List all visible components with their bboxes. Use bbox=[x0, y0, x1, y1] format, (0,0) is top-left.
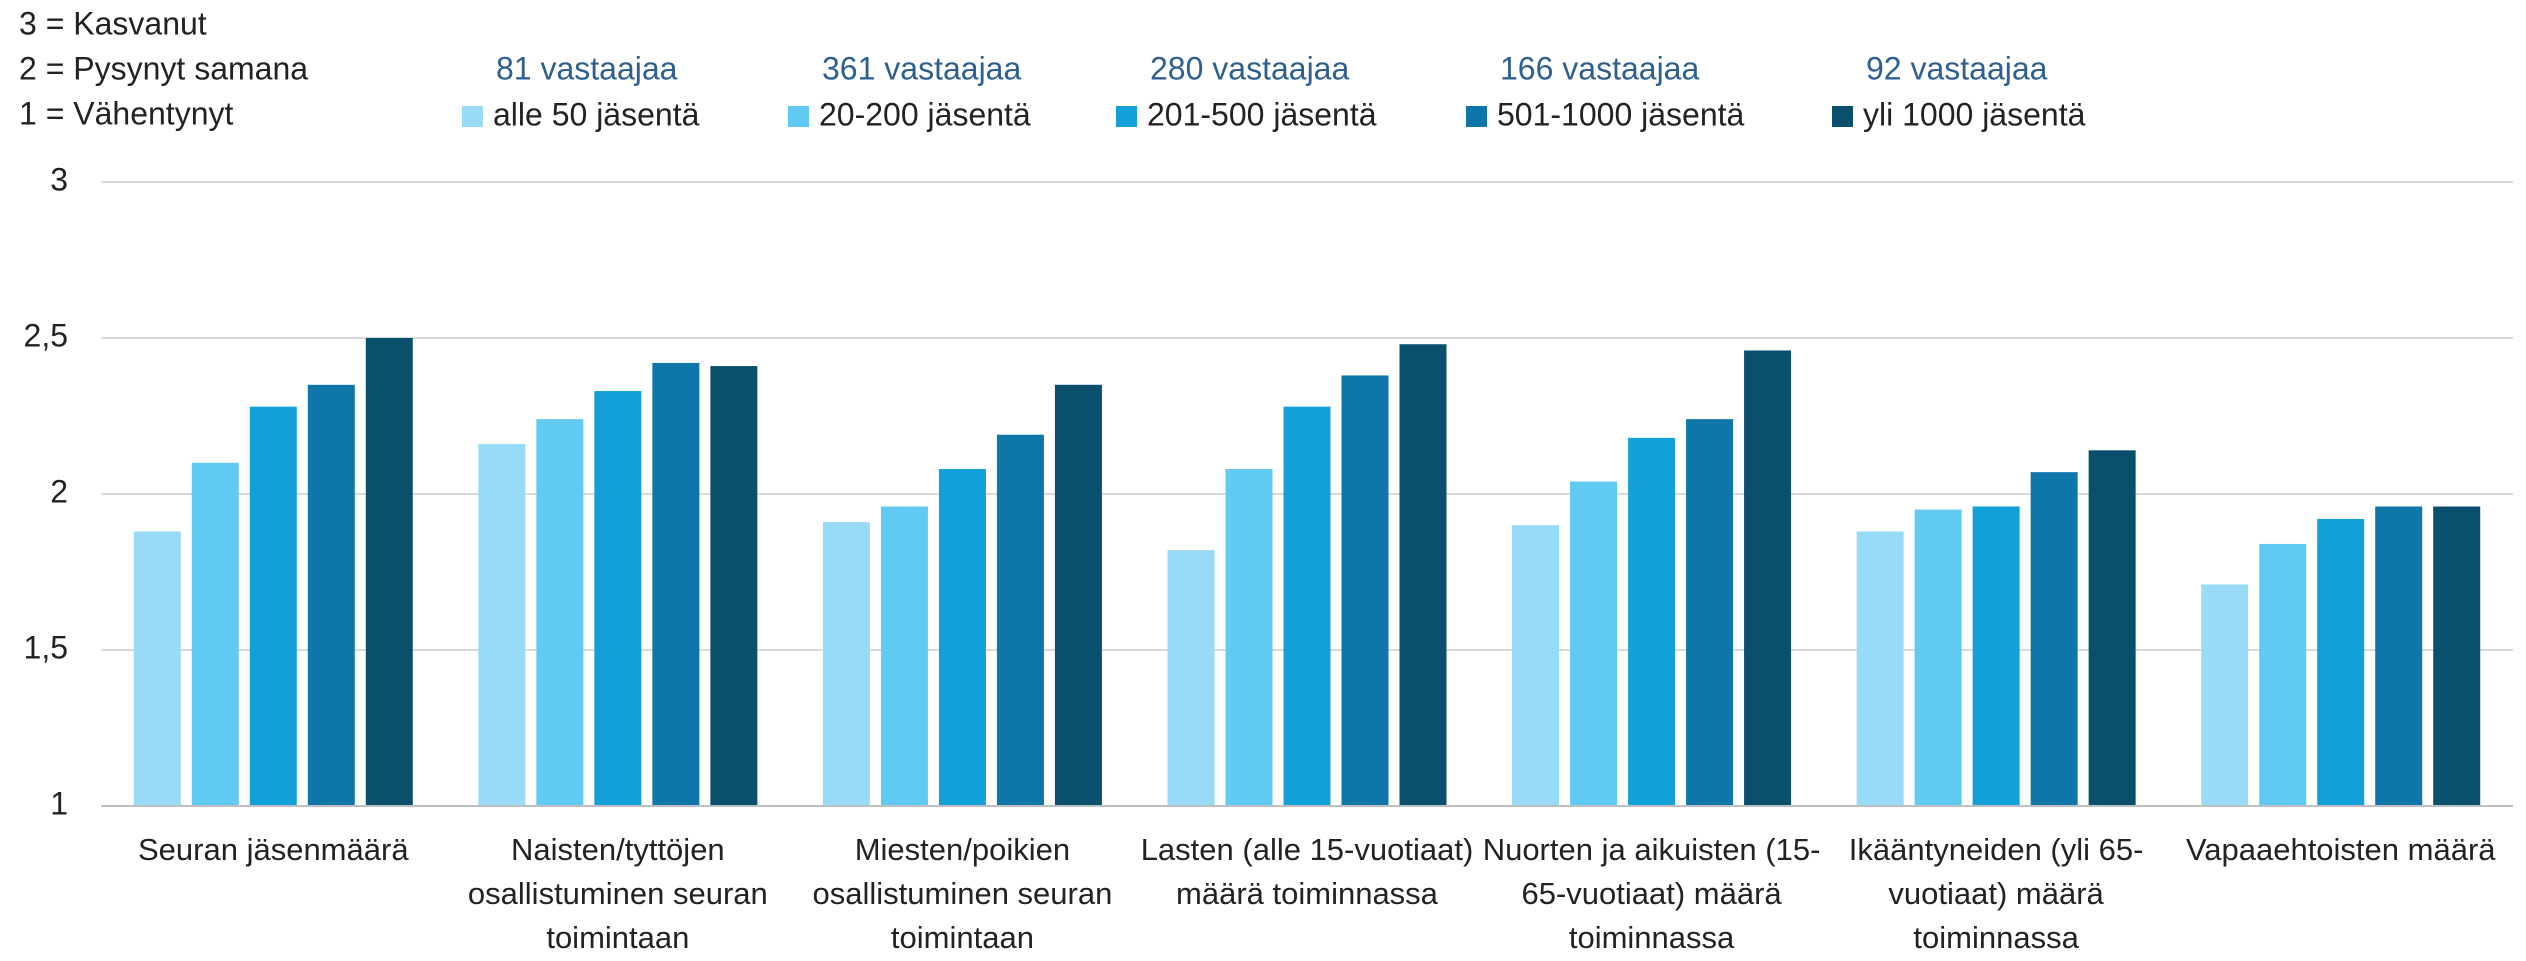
legend-label: alle 50 jäsentä bbox=[493, 96, 700, 132]
scale-note: 3 = Kasvanut bbox=[19, 5, 207, 41]
y-tick-label: 3 bbox=[50, 161, 68, 197]
scale-note: 2 = Pysynyt samana bbox=[19, 50, 308, 86]
respondent-count: 280 vastaajaa bbox=[1150, 50, 1349, 86]
bar bbox=[1167, 550, 1215, 806]
bar bbox=[133, 531, 181, 806]
bar bbox=[652, 362, 700, 806]
bar bbox=[1283, 406, 1331, 806]
legend-swatch bbox=[1116, 106, 1137, 127]
bar bbox=[191, 462, 239, 806]
bar bbox=[1512, 525, 1560, 806]
bar bbox=[1570, 481, 1618, 806]
bar bbox=[2433, 506, 2481, 806]
bar bbox=[1628, 437, 1676, 806]
bar bbox=[1225, 469, 1273, 806]
legend-label: yli 1000 jäsentä bbox=[1863, 96, 2086, 132]
respondent-count: 92 vastaajaa bbox=[1866, 50, 2048, 86]
bar bbox=[938, 469, 986, 806]
bar bbox=[996, 434, 1044, 806]
x-tick-label: Naisten/tyttöjen osallistuminen seuran t… bbox=[467, 832, 768, 955]
legend-swatch bbox=[1832, 106, 1853, 127]
bar bbox=[249, 406, 297, 806]
bar bbox=[2201, 584, 2249, 806]
x-tick-label: Nuorten ja aikuisten (15-65-vuotiaat) mä… bbox=[1482, 832, 1821, 955]
y-tick-label: 1 bbox=[50, 785, 68, 821]
x-tick-label: Lasten (alle 15-vuotiaat) määrä toiminna… bbox=[1140, 832, 1474, 911]
bar bbox=[1744, 350, 1792, 806]
bar bbox=[1054, 384, 1102, 806]
respondent-count: 81 vastaajaa bbox=[496, 50, 678, 86]
x-tick-label: Ikääntyneiden (yli 65-vuotiaat) määrä to… bbox=[1848, 832, 2144, 955]
bar bbox=[2030, 472, 2078, 806]
x-tick-label: Seuran jäsenmäärä bbox=[138, 832, 409, 867]
bar bbox=[2088, 450, 2136, 806]
bar bbox=[2259, 543, 2307, 806]
bar bbox=[365, 338, 413, 806]
x-tick-label: Vapaaehtoisten määrä bbox=[2185, 832, 2496, 867]
legend-swatch bbox=[1466, 106, 1487, 127]
bar bbox=[1856, 531, 1904, 806]
legend-swatch bbox=[788, 106, 809, 127]
legend-label: 20-200 jäsentä bbox=[819, 96, 1031, 132]
respondent-count: 166 vastaajaa bbox=[1500, 50, 1699, 86]
bar bbox=[880, 506, 928, 806]
bar bbox=[1341, 375, 1389, 806]
bar bbox=[1972, 506, 2020, 806]
y-tick-label: 1,5 bbox=[24, 629, 68, 665]
bar bbox=[2317, 518, 2365, 806]
respondent-count: 361 vastaajaa bbox=[822, 50, 1021, 86]
bar bbox=[307, 384, 355, 806]
bar bbox=[594, 391, 642, 806]
legend-label: 201-500 jäsentä bbox=[1147, 96, 1377, 132]
bar bbox=[710, 366, 758, 806]
scale-note: 1 = Vähentynyt bbox=[19, 95, 233, 131]
bar bbox=[478, 444, 526, 806]
bar bbox=[1399, 344, 1447, 806]
bar bbox=[822, 522, 870, 806]
x-tick-label: Miesten/poikien osallistuminen seuran to… bbox=[812, 832, 1113, 955]
legend-label: 501-1000 jäsentä bbox=[1497, 96, 1745, 132]
bar bbox=[2375, 506, 2423, 806]
bar bbox=[536, 419, 584, 806]
bar bbox=[1914, 509, 1962, 806]
bar bbox=[1686, 419, 1734, 806]
y-tick-label: 2 bbox=[50, 473, 68, 509]
y-tick-label: 2,5 bbox=[24, 317, 68, 353]
legend-swatch bbox=[462, 106, 483, 127]
